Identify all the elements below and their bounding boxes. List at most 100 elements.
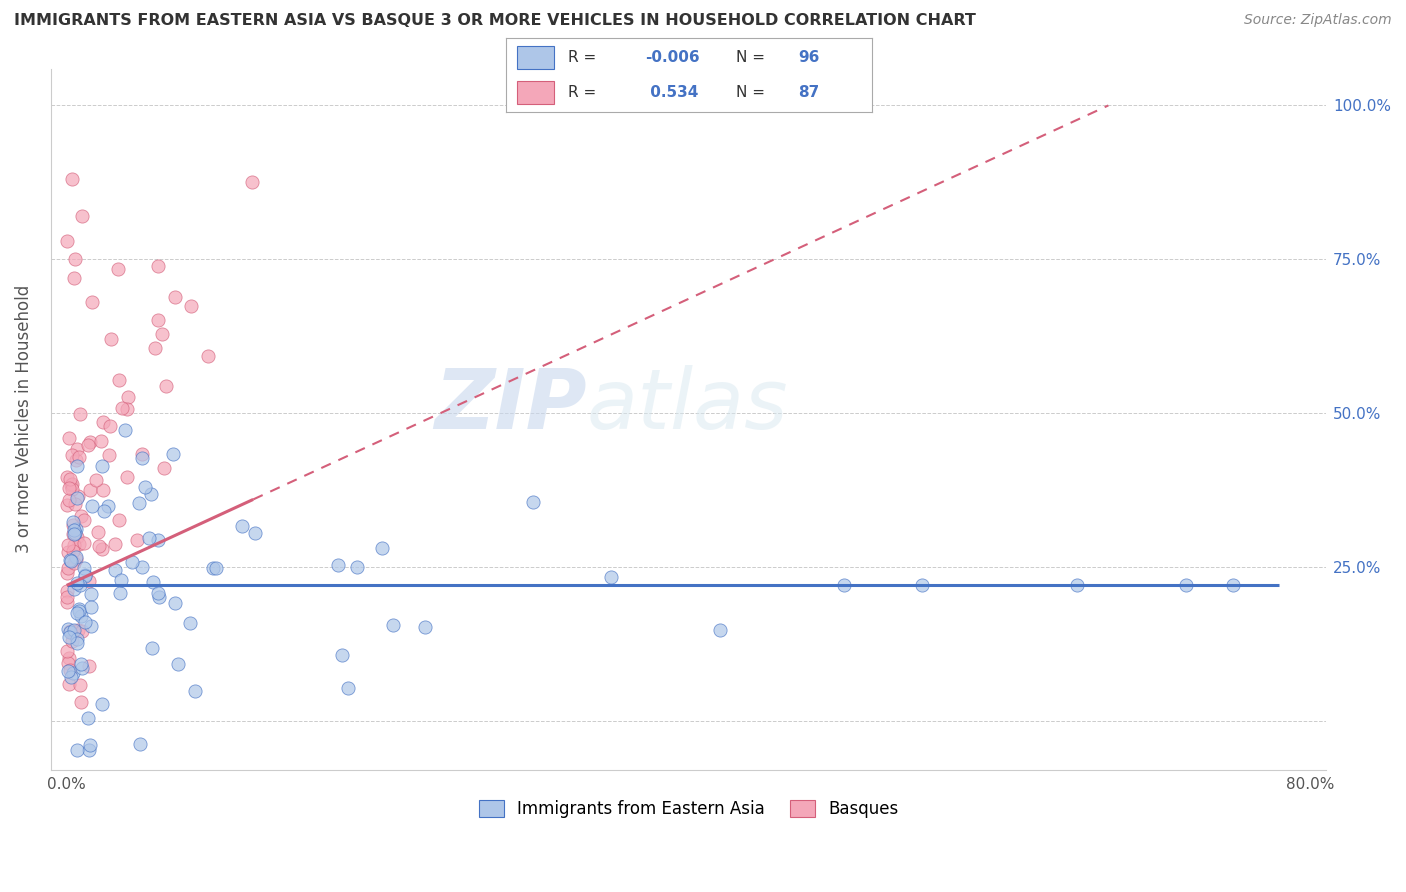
Point: [62, 527, 84, 541]
Point: [90, 434, 112, 448]
Point: [111, 401, 134, 415]
Point: [60, 633, 83, 648]
Point: [205, 560, 228, 574]
Point: [56, 595, 79, 609]
Point: [197, 350, 219, 364]
Point: [167, 657, 190, 671]
Point: [63, 537, 86, 551]
Point: [65, 550, 87, 565]
Point: [66, 632, 89, 647]
Point: [911, 578, 934, 592]
Point: [328, 558, 350, 572]
Point: [66, 623, 89, 637]
Point: [117, 390, 139, 404]
Point: [56, 656, 79, 670]
Text: Source: ZipAtlas.com: Source: ZipAtlas.com: [1244, 13, 1392, 28]
Point: [330, 648, 353, 662]
Point: [66, 442, 89, 457]
Point: [346, 559, 368, 574]
Point: [59, 553, 82, 567]
Point: [91, 483, 114, 498]
Point: [104, 537, 127, 551]
Point: [73, 561, 96, 575]
Point: [66, 530, 89, 544]
Point: [138, 531, 160, 545]
Point: [56, 470, 79, 484]
Point: [79, 483, 101, 497]
Point: [62, 523, 84, 537]
Point: [69, 609, 91, 624]
Point: [56, 545, 79, 559]
Point: [413, 620, 436, 634]
Point: [62, 172, 84, 186]
Point: [67, 489, 90, 503]
Point: [1175, 578, 1198, 592]
Point: [115, 469, 138, 483]
Point: [67, 601, 90, 615]
Point: [56, 560, 79, 574]
Point: [165, 596, 187, 610]
Point: [91, 459, 114, 474]
Point: [80, 587, 103, 601]
Point: [131, 447, 153, 461]
Point: [60, 670, 83, 684]
Point: [59, 664, 82, 678]
Point: [599, 569, 621, 583]
Point: [58, 481, 80, 495]
Legend: Immigrants from Eastern Asia, Basques: Immigrants from Eastern Asia, Basques: [472, 793, 905, 825]
Point: [89, 539, 111, 553]
Point: [107, 513, 129, 527]
Point: [65, 452, 87, 467]
Point: [56, 584, 79, 599]
Point: [63, 582, 86, 596]
Point: [179, 616, 201, 631]
Point: [180, 299, 202, 313]
Point: [131, 559, 153, 574]
Text: 0.534: 0.534: [645, 85, 699, 100]
Bar: [517, 81, 554, 104]
Point: [110, 586, 132, 600]
Point: [59, 472, 82, 486]
Point: [63, 270, 86, 285]
Point: [115, 401, 138, 416]
Point: [337, 681, 360, 695]
Point: [69, 578, 91, 592]
Text: N =: N =: [737, 50, 770, 65]
Point: [65, 575, 87, 590]
Point: [70, 624, 93, 639]
Y-axis label: 3 or more Vehicles in Household: 3 or more Vehicles in Household: [15, 285, 32, 553]
Point: [69, 657, 91, 672]
Point: [146, 533, 169, 547]
Text: -0.006: -0.006: [645, 50, 700, 65]
Point: [97, 499, 120, 513]
Point: [79, 618, 101, 632]
Point: [184, 684, 207, 698]
Point: [62, 515, 84, 529]
Point: [148, 590, 170, 604]
Point: [148, 313, 170, 327]
Point: [84, 473, 107, 487]
Point: [59, 624, 82, 638]
Point: [110, 573, 132, 587]
Point: [66, 742, 89, 756]
Point: [66, 636, 89, 650]
Point: [145, 341, 167, 355]
Point: [79, 599, 101, 614]
Text: 87: 87: [799, 85, 820, 100]
Point: [80, 295, 103, 310]
Point: [63, 623, 86, 637]
Point: [62, 448, 84, 462]
Point: [152, 461, 174, 475]
Point: [128, 495, 150, 509]
Point: [231, 519, 253, 533]
Point: [91, 541, 114, 556]
Point: [58, 538, 80, 552]
Point: [155, 379, 177, 393]
Point: [60, 478, 83, 492]
Point: [67, 604, 90, 618]
Point: [56, 566, 79, 581]
Point: [75, 569, 97, 583]
Point: [59, 624, 82, 639]
Point: [62, 666, 84, 681]
Point: [58, 431, 80, 445]
